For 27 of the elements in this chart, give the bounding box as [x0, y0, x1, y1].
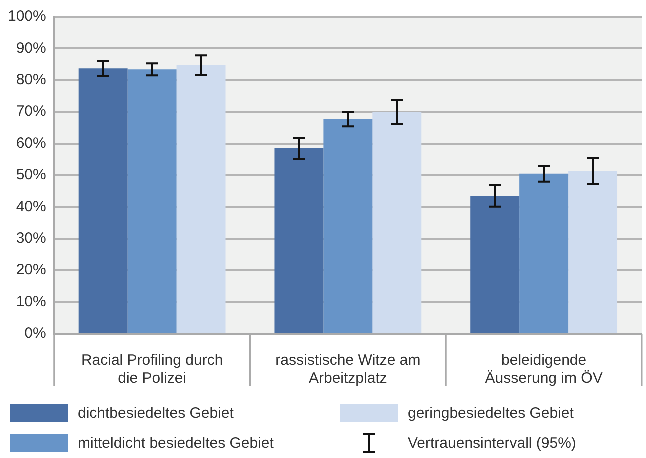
- y-tick-label: 30%: [16, 230, 46, 248]
- legend-label: geringbesiedeltes Gebiet: [408, 404, 574, 422]
- bar: [176, 66, 226, 333]
- y-tick-label: 40%: [16, 198, 46, 216]
- bar: [372, 112, 422, 333]
- x-tick-label: rassistische Witze am Arbeitzplatz: [276, 352, 421, 388]
- y-tick-label: 20%: [16, 262, 46, 279]
- x-tick-label: Racial Profiling durch die Polizei: [81, 352, 224, 388]
- y-tick-label: 50%: [16, 166, 46, 184]
- legend-label: mitteldicht besiedeltes Gebiet: [78, 434, 274, 452]
- y-tick-label: 100%: [8, 8, 46, 26]
- y-tick-label: 80%: [16, 72, 46, 89]
- bar: [128, 70, 177, 333]
- text: Vertrauensintervall (95%): [408, 434, 576, 452]
- bar: [568, 171, 618, 333]
- bar: [78, 68, 128, 333]
- y-tick-label: 60%: [16, 134, 46, 152]
- y-tick-label: 10%: [16, 293, 46, 310]
- bar: [470, 196, 520, 333]
- bar: [520, 174, 569, 333]
- bar: [324, 119, 373, 333]
- y-tick-label: 90%: [16, 40, 46, 57]
- bar: [274, 148, 324, 333]
- y-tick-label: 0%: [24, 325, 46, 342]
- x-tick-label: beleidigende Äusserung im ÖV: [485, 352, 603, 388]
- y-tick-label: 70%: [16, 103, 46, 120]
- legend-label: dichtbesiedeltes Gebiet: [78, 404, 234, 422]
